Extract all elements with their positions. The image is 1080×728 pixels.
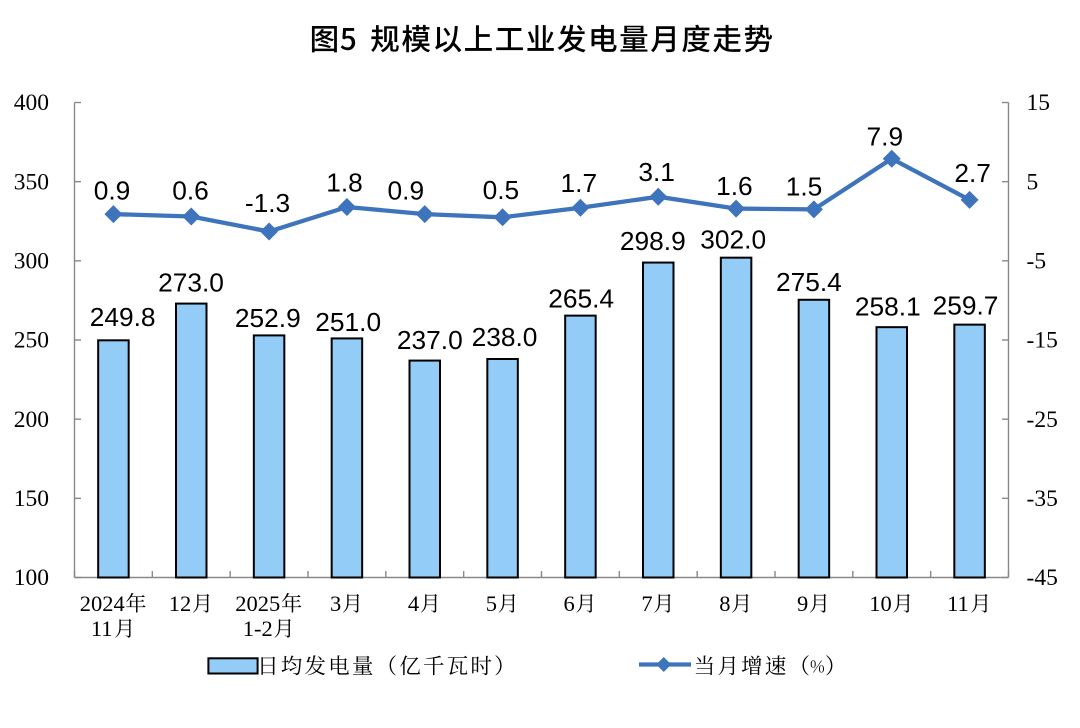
svg-text:-1.3: -1.3 — [245, 188, 290, 218]
svg-text:2024: 2024 — [80, 591, 125, 616]
svg-text:8: 8 — [719, 591, 730, 616]
svg-text:1.6: 1.6 — [716, 171, 753, 201]
svg-text:10: 10 — [869, 591, 892, 616]
svg-text:3.1: 3.1 — [638, 157, 675, 187]
svg-text:3: 3 — [330, 591, 341, 616]
svg-text:350: 350 — [14, 169, 49, 195]
svg-text:0.5: 0.5 — [483, 175, 520, 205]
svg-text:1-2: 1-2 — [243, 616, 273, 641]
svg-text:0.9: 0.9 — [94, 176, 131, 206]
svg-text:1.8: 1.8 — [326, 168, 363, 198]
svg-text:237.0: 237.0 — [397, 325, 463, 355]
svg-text:-25: -25 — [1027, 407, 1058, 433]
svg-text:0.6: 0.6 — [172, 176, 209, 206]
svg-text:15: 15 — [1027, 90, 1051, 116]
svg-text:400: 400 — [14, 90, 49, 116]
svg-text:100: 100 — [14, 565, 49, 591]
svg-text:-35: -35 — [1027, 486, 1058, 512]
svg-text:250: 250 — [14, 328, 49, 354]
svg-text:2.7: 2.7 — [954, 158, 991, 188]
svg-text:275.4: 275.4 — [776, 267, 842, 297]
svg-text:259.7: 259.7 — [933, 291, 999, 321]
svg-text:238.0: 238.0 — [472, 322, 538, 352]
svg-text:273.0: 273.0 — [158, 267, 224, 297]
svg-text:302.0: 302.0 — [700, 225, 766, 255]
svg-text:7.9: 7.9 — [867, 121, 904, 151]
svg-text:-45: -45 — [1027, 565, 1058, 591]
svg-text:150: 150 — [14, 486, 49, 512]
svg-text:258.1: 258.1 — [855, 292, 921, 322]
svg-text:0.9: 0.9 — [388, 176, 425, 206]
svg-text:4: 4 — [408, 591, 419, 616]
svg-text:12: 12 — [169, 591, 192, 616]
svg-text:11: 11 — [91, 616, 113, 641]
svg-text:1.7: 1.7 — [561, 168, 598, 198]
svg-text:298.9: 298.9 — [620, 226, 686, 256]
svg-text:7: 7 — [641, 591, 652, 616]
svg-text:200: 200 — [14, 407, 49, 433]
svg-text:5: 5 — [1027, 169, 1039, 195]
svg-text:-15: -15 — [1027, 328, 1058, 354]
svg-text:252.9: 252.9 — [235, 303, 301, 333]
svg-text:249.8: 249.8 — [90, 302, 156, 332]
svg-text:300: 300 — [14, 248, 49, 274]
svg-text:251.0: 251.0 — [315, 307, 381, 337]
svg-text:5: 5 — [486, 591, 497, 616]
svg-text:1.5: 1.5 — [786, 172, 823, 202]
svg-text:2025: 2025 — [235, 591, 280, 616]
svg-text:265.4: 265.4 — [548, 284, 614, 314]
svg-text:9: 9 — [797, 591, 808, 616]
svg-text:-5: -5 — [1027, 248, 1047, 274]
svg-text:6: 6 — [564, 591, 575, 616]
svg-text:11: 11 — [947, 591, 969, 616]
